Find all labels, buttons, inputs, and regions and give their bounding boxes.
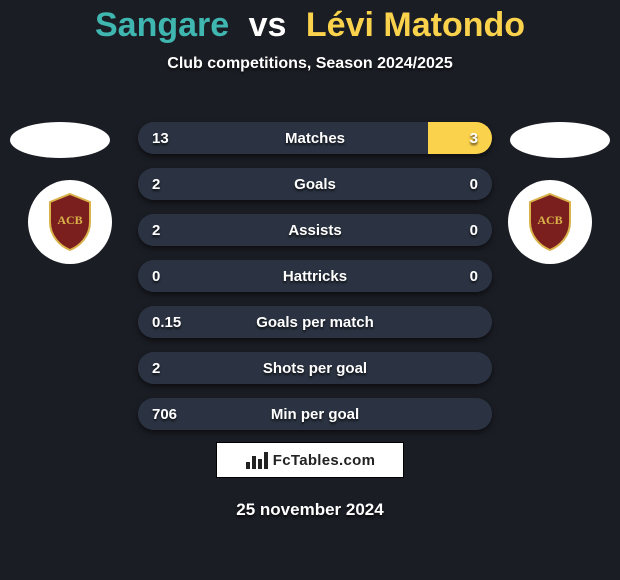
stat-row-matches: 133Matches xyxy=(138,122,492,154)
stat-value-right: 3 xyxy=(470,122,478,154)
player-left-portrait-placeholder xyxy=(10,122,110,158)
title-vs: vs xyxy=(249,6,287,45)
stat-row-min-per-goal: 706Min per goal xyxy=(138,398,492,430)
stat-row-goals-per-match: 0.15Goals per match xyxy=(138,306,492,338)
shield-icon: ACB xyxy=(46,192,94,252)
shield-icon: ACB xyxy=(526,192,574,252)
page-title: Sangare vs Lévi Matondo xyxy=(0,0,620,45)
stat-row-assists: 20Assists xyxy=(138,214,492,246)
stat-row-hattricks: 00Hattricks xyxy=(138,260,492,292)
bars-icon xyxy=(245,450,269,470)
bar-left-segment xyxy=(138,306,492,338)
player-right-portrait-placeholder xyxy=(510,122,610,158)
stat-value-left: 2 xyxy=(152,168,160,200)
club-badge-left: ACB xyxy=(28,180,112,264)
bar-right-segment xyxy=(428,122,492,154)
svg-text:ACB: ACB xyxy=(537,213,562,227)
bar-left-segment xyxy=(138,352,492,384)
stat-row-shots-per-goal: 2Shots per goal xyxy=(138,352,492,384)
stat-value-left: 2 xyxy=(152,352,160,384)
svg-text:ACB: ACB xyxy=(57,213,82,227)
stat-value-left: 2 xyxy=(152,214,160,246)
bar-left-segment xyxy=(138,168,492,200)
stat-value-right: 0 xyxy=(470,168,478,200)
stat-row-goals: 20Goals xyxy=(138,168,492,200)
stat-value-left: 0.15 xyxy=(152,306,181,338)
date-stamp: 25 november 2024 xyxy=(0,500,620,520)
bar-left-segment xyxy=(138,260,492,292)
comparison-bars: 133Matches20Goals20Assists00Hattricks0.1… xyxy=(138,122,492,444)
subtitle: Club competitions, Season 2024/2025 xyxy=(0,55,620,73)
stat-value-left: 706 xyxy=(152,398,177,430)
title-player-right: Lévi Matondo xyxy=(306,6,525,45)
club-badge-right: ACB xyxy=(508,180,592,264)
bar-left-segment xyxy=(138,122,428,154)
stat-value-right: 0 xyxy=(470,260,478,292)
bar-left-segment xyxy=(138,214,492,246)
logo-text: FcTables.com xyxy=(273,452,376,469)
stat-value-left: 0 xyxy=(152,260,160,292)
title-player-left: Sangare xyxy=(95,6,229,45)
bar-left-segment xyxy=(138,398,492,430)
fctables-logo: FcTables.com xyxy=(216,442,404,478)
stat-value-right: 0 xyxy=(470,214,478,246)
stat-value-left: 13 xyxy=(152,122,169,154)
